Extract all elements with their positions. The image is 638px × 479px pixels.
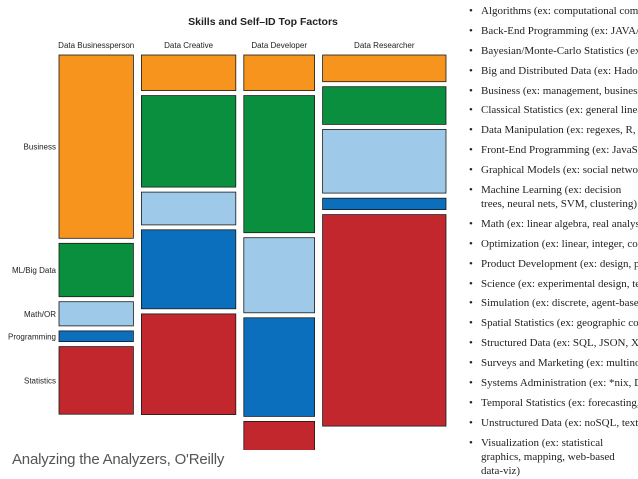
column-label-data-researcher: Data Researcher [354,41,415,50]
factor-label: Unstructured Data (ex: noSQL, text minin… [481,416,638,429]
factor-item: Algorithms (ex: computational complexity… [468,4,638,18]
factor-item: Front-End Programming (ex: JavaScript, H… [468,143,638,157]
factor-item: Bayesian/Monte-Carlo Statistics (ex: MCM… [468,44,638,58]
factor-label: Back-End Programming (ex: JAVA/Rails/Obj… [481,24,638,37]
tile-data-creative-ml-big-data [140,95,237,188]
column-label-data-businessperson: Data Businessperson [58,41,134,50]
factor-label: Surveys and Marketing (ex: multinomial m… [481,357,638,370]
factor-item: Business (ex: management, business devel… [468,84,638,98]
factor-item: Spatial Statistics (ex: geographic covar… [468,316,638,330]
factor-item: Systems Administration (ex: *nix, DBA, c… [468,376,638,390]
tile-data-creative-business [140,54,237,91]
factor-label: Simulation (ex: discrete, agent-based, c… [481,297,638,310]
tile-data-developer-math-or [243,237,316,314]
tile-data-researcher-ml-big-data [322,86,447,125]
mosaic-chart: Skills and Self–ID Top Factors Data Busi… [8,16,447,450]
column-label-data-creative: Data Creative [164,41,213,50]
factor-item: Big and Distributed Data (ex: Hadoop, Ma… [468,64,638,78]
factor-item: Unstructured Data (ex: noSQL, text minin… [468,416,638,430]
factor-item: Math (ex: linear algebra, real analysis,… [468,217,638,231]
factor-label: Science (ex: experimental design, techni… [481,277,638,290]
tile-data-creative-math-or [140,191,237,226]
tile-data-businessperson-math-or [58,301,134,327]
factor-label: Math (ex: linear algebra, real analysis,… [481,217,638,230]
factor-label: Product Development (ex: design, project… [481,257,638,270]
factor-item: Data Manipulation (ex: regexes, R, SAS, … [468,123,638,137]
factor-label: Systems Administration (ex: *nix, DBA, c… [481,377,638,390]
factor-item: Back-End Programming (ex: JAVA/Rails/Obj… [468,24,638,38]
factor-label: Classical Statistics (ex: general linear… [481,104,638,117]
tile-data-developer-business [243,54,316,91]
tile-data-creative-statistics [140,313,237,415]
factor-label: Front-End Programming (ex: JavaScript, H… [481,144,638,157]
source-caption: Analyzing the Analyzers, O'Reilly [12,451,225,468]
factor-label: Graphical Models (ex: social networks, B… [481,164,638,177]
column-labels: Data Businessperson Data Creative Data Dev… [58,41,415,50]
row-labels: Business ML/Big Data Math/OR Programming Sta… [8,143,57,386]
tile-data-developer-statistics [243,420,316,450]
factor-item: Machine Learning (ex: decision trees, ne… [468,183,638,211]
tile-data-creative-programming [140,229,237,310]
tile-data-researcher-programming [322,197,447,210]
factor-item: Science (ex: experimental design, techni… [468,277,638,291]
factor-label: Data Manipulation (ex: regexes, R, SAS, … [481,124,638,137]
factor-label: Machine Learning (ex: decision trees, ne… [481,184,638,211]
factor-item: Optimization (ex: linear, integer, conve… [468,237,638,251]
factor-label: Big and Distributed Data (ex: Hadoop, Ma… [481,64,638,77]
row-label-ml-big-data: ML/Big Data [12,266,57,275]
factor-item: Structured Data (ex: SQL, JSON, XML) [468,336,638,350]
factor-item: Simulation (ex: discrete, agent-based, c… [468,296,638,310]
factor-label: Optimization (ex: linear, integer, conve… [481,237,638,250]
mosaic-tiles [58,54,447,450]
factor-label: Temporal Statistics (ex: forecasting, ti… [481,396,638,409]
factor-label: Algorithms (ex: computational complexity… [481,5,638,17]
factor-item: Surveys and Marketing (ex: multinomial m… [468,356,638,370]
tile-data-businessperson-programming [58,330,134,342]
tile-data-researcher-math-or [322,128,447,194]
tile-data-businessperson-statistics [58,346,134,415]
factor-list: Algorithms (ex: computational complexity… [468,4,638,479]
tile-data-businessperson-ml-big-data [58,242,134,298]
column-label-data-developer: Data Developer [251,41,307,50]
factor-item: Product Development (ex: design, project… [468,257,638,271]
factor-label: Visualization (ex: statistical graphics,… [481,436,615,477]
row-label-statistics: Statistics [24,376,56,385]
factor-label: Structured Data (ex: SQL, JSON, XML) [481,337,638,350]
row-label-programming: Programming [8,332,56,341]
factor-item: Classical Statistics (ex: general linear… [468,103,638,117]
tile-data-researcher-business [322,54,447,83]
tile-data-developer-programming [243,317,316,417]
factor-item: Visualization (ex: statistical graphics,… [468,436,638,478]
factor-item: Temporal Statistics (ex: forecasting, ti… [468,396,638,410]
tile-data-businessperson-business [58,54,134,239]
factor-label: Bayesian/Monte-Carlo Statistics (ex: MCM… [481,44,638,57]
chart-title: Skills and Self–ID Top Factors [188,16,338,28]
tile-data-developer-ml-big-data [243,95,316,234]
tile-data-researcher-statistics [322,214,447,427]
row-label-business: Business [24,143,56,152]
factor-label: Business (ex: management, business devel… [481,84,638,97]
row-label-math-or: Math/OR [24,310,56,319]
factor-label: Spatial Statistics (ex: geographic covar… [481,317,638,330]
factor-item: Graphical Models (ex: social networks, B… [468,163,638,177]
